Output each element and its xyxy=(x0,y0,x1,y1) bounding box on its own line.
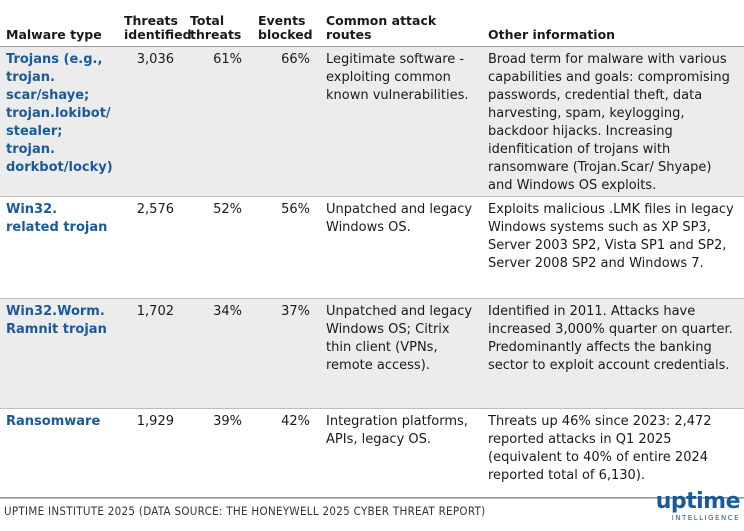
total-threats-cell: 39% xyxy=(184,408,252,499)
header-threats-identified: Threats identified xyxy=(118,0,192,47)
table-header-row: Malware type Threats identified Total th… xyxy=(0,0,744,47)
events-blocked-cell: 56% xyxy=(252,196,320,299)
header-attack-routes: Common attack routes xyxy=(320,0,482,47)
total-threats-cell: 34% xyxy=(184,298,252,409)
malware-type-cell: Ransomware xyxy=(0,408,118,499)
malware-table: Malware type Threats identified Total th… xyxy=(0,0,744,499)
other-info-cell: Threats up 46% since 2023: 2,472 reporte… xyxy=(482,408,744,499)
events-blocked-cell: 66% xyxy=(252,46,320,197)
header-other-info: Other information xyxy=(482,0,744,47)
table-row: Win32.Worm. Ramnit trojan 1,702 34% 37% … xyxy=(0,298,744,409)
total-threats-cell: 52% xyxy=(184,196,252,299)
events-blocked-cell: 42% xyxy=(252,408,320,499)
attack-routes-cell: Unpatched and legacy Windows OS; Citrix … xyxy=(320,298,482,409)
footer: UPTIME INSTITUTE 2025 (DATA SOURCE: THE … xyxy=(0,490,744,522)
threats-identified-cell: 1,929 xyxy=(118,408,184,499)
malware-type-cell: Trojans (e.g., trojan. scar/shaye; troja… xyxy=(0,46,118,197)
total-threats-cell: 61% xyxy=(184,46,252,197)
logo-wordmark: uptime xyxy=(655,489,741,514)
malware-type-cell: Win32.Worm. Ramnit trojan xyxy=(0,298,118,409)
events-blocked-cell: 37% xyxy=(252,298,320,409)
header-total-threats: Total threats xyxy=(184,0,252,47)
header-events-blocked: Events blocked xyxy=(252,0,320,47)
attack-routes-cell: Unpatched and legacy Windows OS. xyxy=(320,196,482,299)
other-info-cell: Broad term for malware with various capa… xyxy=(482,46,744,197)
uptime-logo: uptime INTELLIGENCE xyxy=(655,489,741,523)
threats-identified-cell: 3,036 xyxy=(118,46,184,197)
table-row: Ransomware 1,929 39% 42% Integration pla… xyxy=(0,408,744,499)
logo-subtitle: INTELLIGENCE xyxy=(671,514,740,522)
other-info-cell: Identified in 2011. Attacks have increas… xyxy=(482,298,744,409)
attack-routes-cell: Legitimate software - exploiting common … xyxy=(320,46,482,197)
table-row: Win32. related trojan 2,576 52% 56% Unpa… xyxy=(0,196,744,299)
other-info-cell: Exploits malicious .LMK files in legacy … xyxy=(482,196,744,299)
malware-type-cell: Win32. related trojan xyxy=(0,196,118,299)
threats-identified-cell: 1,702 xyxy=(118,298,184,409)
header-malware-type: Malware type xyxy=(0,0,118,47)
attack-routes-cell: Integration platforms, APIs, legacy OS. xyxy=(320,408,482,499)
source-note: UPTIME INSTITUTE 2025 (DATA SOURCE: THE … xyxy=(4,504,486,518)
table-row: Trojans (e.g., trojan. scar/shaye; troja… xyxy=(0,46,744,197)
threats-identified-cell: 2,576 xyxy=(118,196,184,299)
